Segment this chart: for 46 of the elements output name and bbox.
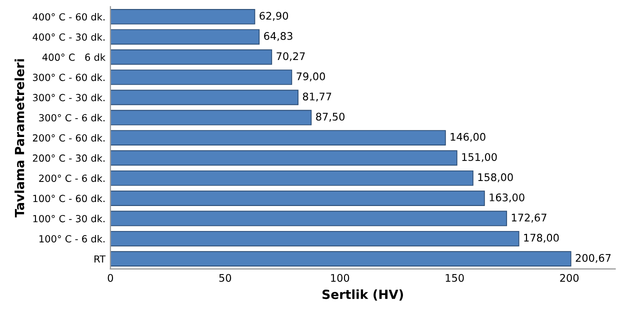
bar	[110, 90, 298, 106]
bar	[110, 49, 272, 65]
bar	[110, 9, 256, 24]
bar	[110, 210, 508, 226]
y-tick-label: 200° C - 60 dk.	[32, 134, 105, 142]
data-label: 172,67	[512, 214, 546, 223]
bar	[110, 170, 474, 186]
data-label: 64,83	[264, 32, 292, 41]
data-label: 158,00	[478, 173, 513, 182]
bar	[110, 110, 312, 126]
bar	[110, 251, 572, 267]
y-tick-label: 200° C - 30 dk.	[32, 154, 105, 162]
data-label: 81,77	[302, 92, 332, 102]
x-axis-title: Sertlik (HV)	[322, 289, 403, 301]
data-label: 146,00	[450, 132, 486, 142]
bar	[110, 230, 520, 246]
bar	[110, 130, 446, 146]
y-tick-label: 400° C - 60 dk.	[32, 13, 105, 21]
y-axis-title: Tavlama Parametreleri	[14, 59, 24, 218]
x-tick-label: 0	[108, 274, 114, 282]
y-tick-label: 100° C - 30 dk.	[33, 214, 105, 222]
y-tick-label: 100° C - 6 dk.	[39, 234, 105, 242]
y-tick-label: 300° C - 30 dk.	[32, 94, 105, 102]
data-label: 70,27	[276, 52, 305, 62]
x-tick-label: 200	[560, 274, 579, 282]
y-tick-label: RT	[94, 255, 106, 263]
data-label: 178,00	[524, 234, 559, 243]
data-label: 62,90	[260, 12, 288, 21]
x-tick-label: 150	[446, 274, 464, 282]
data-label: 87,50	[316, 112, 344, 122]
bar	[110, 29, 260, 45]
bar	[110, 150, 458, 166]
bar	[110, 70, 292, 85]
y-tick-label: 300° C - 60 dk.	[32, 74, 105, 82]
data-label: 200,67	[576, 254, 611, 263]
bar	[110, 190, 485, 206]
y-tick-label: 200° C - 6 dk.	[39, 174, 105, 182]
y-tick-label: 400° C - 30 dk.	[32, 33, 105, 41]
data-label: 151,00	[462, 153, 497, 162]
y-tick-label: 300° C - 6 dk.	[39, 114, 105, 122]
y-tick-label: 400° C 6 dk	[42, 53, 106, 61]
data-label: 163,00	[490, 193, 524, 202]
x-tick-label: 100	[331, 274, 350, 282]
data-label: 79,00	[296, 72, 325, 82]
x-tick-label: 50	[219, 274, 232, 282]
y-tick-label: 100° C - 60 dk.	[33, 194, 105, 202]
